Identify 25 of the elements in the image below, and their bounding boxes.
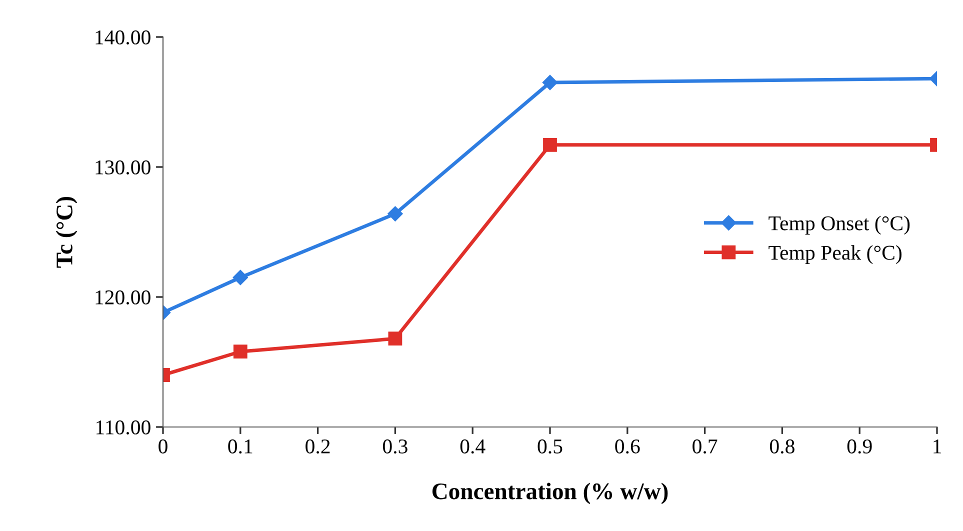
point bbox=[543, 138, 557, 152]
y-tick-label: 140.00 bbox=[96, 30, 150, 45]
x-tick-label: 0.1 bbox=[228, 439, 252, 454]
y-tick-label: 110.00 bbox=[96, 420, 150, 435]
point bbox=[542, 74, 558, 90]
point bbox=[232, 270, 248, 286]
x-tick-label: 0.2 bbox=[306, 439, 330, 454]
y-axis-title: Tc (°C) bbox=[56, 196, 78, 268]
x-tick-label: 0.3 bbox=[382, 439, 408, 454]
point bbox=[388, 206, 403, 222]
x-tick-label: 0.5 bbox=[538, 439, 562, 454]
y-tick-label: 130.00 bbox=[96, 160, 150, 175]
x-axis-title: Concentration (% w/w) bbox=[432, 482, 668, 504]
x-tick-label: 0.8 bbox=[770, 439, 794, 454]
point bbox=[233, 344, 248, 359]
x-tick-label: 1 bbox=[934, 440, 941, 454]
x-tick-label: 0 bbox=[158, 439, 168, 454]
x-tick-label: 0.9 bbox=[847, 439, 872, 454]
y-tick-label: 120.00 bbox=[96, 290, 150, 305]
x-tick-label: 0.6 bbox=[615, 439, 640, 454]
legend-label: Temp Onset (°C) bbox=[768, 216, 910, 235]
legend-label: Temp Peak (°C) bbox=[768, 245, 902, 264]
point bbox=[388, 332, 402, 346]
x-tick-label: 0.4 bbox=[460, 439, 486, 454]
x-tick-label: 0.7 bbox=[692, 439, 718, 454]
